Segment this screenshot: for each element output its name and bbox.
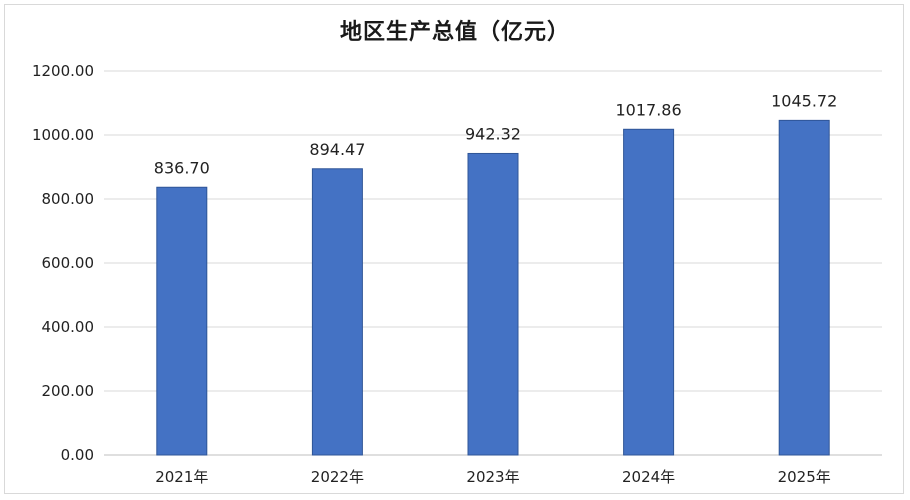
x-tick-label: 2024年 [622,468,675,486]
chart-title: 地区生产总值（亿元） [339,20,570,45]
data-label: 1017.86 [616,100,682,119]
bars [156,119,830,456]
x-tick-label: 2025年 [778,468,831,486]
data-label: 836.70 [154,158,210,177]
y-tick-label: 1200.00 [32,62,94,80]
y-tick-label: 200.00 [42,382,95,400]
bar [778,119,830,456]
y-tick-label: 600.00 [42,254,95,272]
data-label: 894.47 [309,140,365,159]
bar [467,152,519,456]
chart-frame [4,4,904,494]
data-label: 942.32 [465,124,521,143]
y-tick-label: 1000.00 [32,126,94,144]
x-tick-label: 2021年 [155,468,208,486]
y-axis-ticks: 0.00 200.00 400.00 600.00 800.00 1000.00 1200.… [32,62,94,464]
bar [311,168,363,456]
bar [623,128,675,456]
data-label: 1045.72 [771,91,837,110]
data-labels: 836.70 894.47 942.32 1017.86 1045.72 [154,91,837,177]
x-tick-label: 2022年 [311,468,364,486]
y-tick-label: 0.00 [61,446,94,464]
y-tick-label: 400.00 [42,318,95,336]
bar [156,186,208,456]
y-tick-label: 800.00 [42,190,95,208]
x-axis-ticks: 2021年 2022年 2023年 2024年 2025年 [155,468,831,486]
x-tick-label: 2023年 [466,468,519,486]
